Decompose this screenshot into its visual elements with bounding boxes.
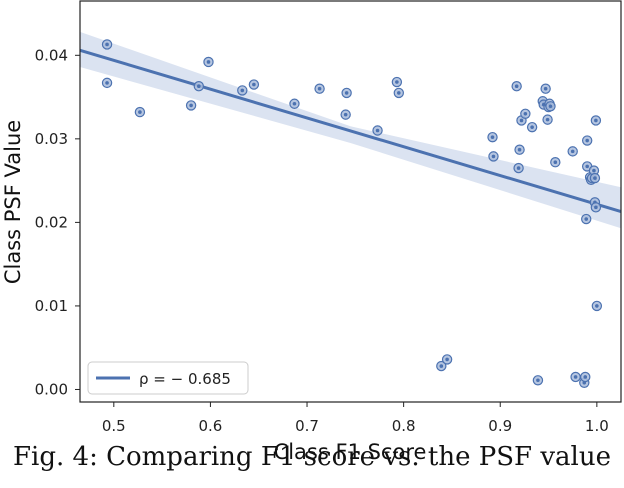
data-point	[391, 76, 403, 88]
data-point	[590, 115, 602, 126]
data-point	[545, 101, 556, 112]
data-point	[570, 371, 581, 383]
plot-frame	[79, 0, 622, 403]
data-point	[436, 360, 447, 372]
data-point	[372, 125, 383, 136]
legend: ρ = − 0.685	[87, 361, 249, 395]
data-point	[526, 121, 538, 133]
x-axis-label: Class F1 Score	[274, 440, 427, 464]
data-point	[514, 144, 525, 155]
x-tick-label: 0.9	[488, 417, 512, 435]
data-point	[487, 131, 498, 143]
data-point	[193, 81, 205, 92]
data-point	[580, 371, 591, 383]
y-axis-label: Class PSF Value	[1, 120, 25, 284]
points-layer	[101, 39, 603, 388]
legend-label: ρ = − 0.685	[139, 370, 231, 388]
data-point	[289, 98, 300, 109]
data-point	[441, 354, 453, 365]
y-tick-label: 0.00	[35, 380, 68, 398]
data-point	[511, 81, 522, 92]
legend-box	[87, 361, 249, 395]
y-axis-ticks: 0.00 0.01 0.02 0.03 0.04	[35, 46, 80, 398]
y-tick-label: 0.03	[35, 130, 68, 148]
regression-line	[79, 48, 622, 213]
data-point	[393, 87, 405, 99]
data-point	[248, 79, 260, 90]
y-tick-label: 0.04	[35, 46, 68, 64]
data-point	[340, 109, 351, 120]
x-axis-ticks: 0.5 0.6 0.7 0.8 0.9 1.0	[102, 402, 609, 435]
data-point	[101, 77, 113, 89]
x-tick-label: 0.5	[102, 417, 126, 435]
y-tick-label: 0.01	[35, 297, 68, 315]
data-point	[567, 146, 578, 157]
data-point	[203, 56, 214, 68]
figure-caption: Fig. 4: Comparing F1 score vs. the PSF v…	[13, 442, 611, 472]
data-point	[488, 151, 499, 162]
data-point	[185, 100, 197, 111]
data-point	[581, 213, 592, 225]
data-point	[341, 87, 352, 99]
data-point	[542, 114, 553, 125]
data-point	[520, 108, 531, 119]
data-point	[513, 162, 524, 174]
data-point	[134, 106, 146, 118]
data-point	[101, 39, 113, 50]
data-point	[237, 85, 248, 96]
data-point	[540, 83, 551, 94]
x-tick-label: 1.0	[585, 417, 609, 435]
data-point	[590, 202, 602, 213]
data-point	[550, 157, 561, 168]
data-point	[314, 83, 325, 94]
data-point	[581, 135, 593, 146]
data-point	[532, 375, 544, 386]
data-point	[591, 300, 603, 312]
y-tick-label: 0.02	[35, 213, 68, 231]
x-tick-label: 0.6	[198, 417, 222, 435]
data-point	[589, 172, 601, 184]
x-tick-label: 0.7	[295, 417, 319, 435]
x-tick-label: 0.8	[392, 417, 416, 435]
